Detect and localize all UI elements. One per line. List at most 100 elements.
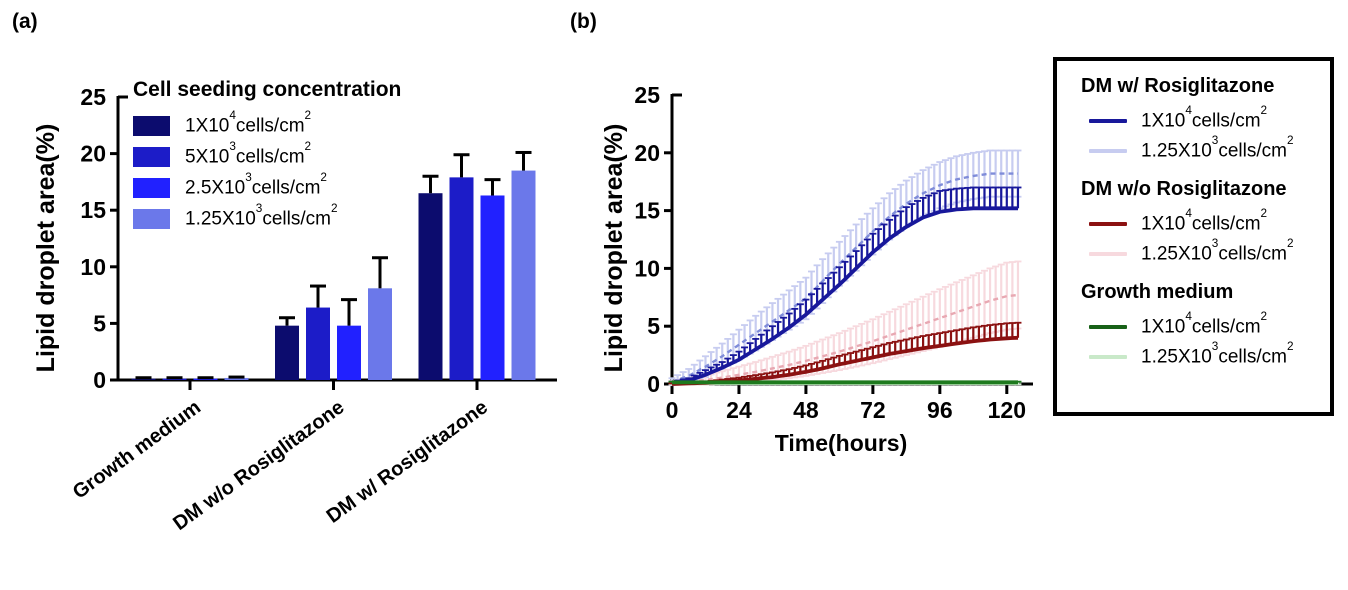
bar-series-2 — [193, 178, 505, 380]
panel-b-legend-box: DM w/ Rosiglitazone 1X104cells/cm2 1.25X10… — [1053, 57, 1334, 416]
panel-a-y-tick-label: 0 — [93, 367, 106, 393]
panel-b-y-tick-label: 20 — [634, 140, 660, 166]
error-bar — [166, 376, 183, 380]
panel-b-x-tick-label: 48 — [793, 397, 819, 423]
bar — [368, 288, 392, 380]
legend-line-swatch — [1089, 222, 1127, 226]
panel-a-category-label: Growth medium — [69, 396, 205, 503]
panel-b-legend-group-0: DM w/ Rosiglitazone 1X104cells/cm2 1.25X10… — [1081, 75, 1322, 166]
panel-b-legend-group-title: Growth medium — [1081, 281, 1234, 303]
panel-b-x-tick-label: 96 — [927, 397, 953, 423]
bar — [449, 177, 474, 380]
panel-a-y-tick-label: 10 — [80, 254, 106, 280]
bar — [480, 195, 505, 380]
legend-item-label: 1X104cells/cm2 — [1141, 207, 1268, 235]
panel-a-bars — [131, 150, 536, 380]
panel-a-y-ticks: 0 5 10 15 20 25 — [80, 84, 118, 393]
error-bar — [228, 375, 245, 379]
panel-b-x-ticks: 0 24 48 72 96 120 — [666, 384, 1026, 423]
bar — [131, 378, 156, 380]
legend-line-swatch — [1089, 325, 1127, 329]
error-bar — [279, 316, 295, 326]
panel-a-legend: Cell seeding concentration 1X104cells/cm… — [133, 78, 401, 240]
series-mean-line — [671, 293, 1019, 384]
panel-a-legend-title: Cell seeding concentration — [133, 78, 402, 101]
error-bar — [197, 376, 214, 380]
legend-color-swatch — [133, 178, 170, 198]
panel-b-legend-item-1-0: 1X104cells/cm2 — [1081, 207, 1322, 239]
legend-item-label: 1X104cells/cm2 — [1141, 104, 1268, 132]
bar — [337, 325, 361, 380]
error-bar — [372, 256, 388, 289]
legend-line-swatch — [1089, 355, 1127, 359]
panel-b-line-chart: 0 5 10 15 20 25 0 24 48 72 96 120 — [634, 82, 1033, 423]
legend-item-label: 1.25X103cells/cm2 — [1141, 237, 1294, 265]
panel-a-y-tick-label: 25 — [80, 84, 106, 110]
panel-b-y-tick-label: 10 — [634, 255, 660, 281]
panel-a-y-tick-label: 15 — [80, 197, 106, 223]
panel-b-x-axis-title: Time(hours) — [774, 430, 908, 456]
bar — [511, 170, 536, 380]
panel-b-legend-item-0-1: 1.25X103cells/cm2 — [1081, 134, 1322, 166]
bar — [418, 193, 443, 380]
panel-a-y-tick-label: 5 — [93, 310, 106, 336]
bar-series-3 — [224, 150, 536, 380]
legend-item-label: 1.25X103cells/cm2 — [185, 202, 338, 230]
error-bar — [341, 298, 357, 326]
panel-b-y-tick-label: 25 — [634, 82, 660, 108]
legend-item-label: 1.25X103cells/cm2 — [1141, 134, 1294, 162]
error-bar — [310, 284, 326, 308]
panel-a-legend-item-3: 1.25X103cells/cm2 — [133, 202, 401, 230]
panel-a-y-tick-label: 20 — [80, 141, 106, 167]
panel-b-x-tick-label: 24 — [726, 397, 752, 423]
error-bar — [515, 150, 532, 171]
bar — [306, 307, 330, 380]
panel-a-legend-item-1: 5X103cells/cm2 — [133, 140, 401, 168]
legend-line-swatch — [1089, 149, 1127, 153]
panel-a-legend-item-0: 1X104cells/cm2 — [133, 109, 401, 137]
panel-a-y-axis-title: Lipid droplet area(%) — [32, 123, 60, 373]
legend-item-label: 5X103cells/cm2 — [185, 140, 312, 168]
panel-b-legend-group-1: DM w/o Rosiglitazone 1X104cells/cm2 1.25X1… — [1081, 178, 1322, 269]
panel-b-legend-item-0-0: 1X104cells/cm2 — [1081, 104, 1322, 136]
legend-item-label: 1X104cells/cm2 — [185, 109, 312, 137]
panel-b-y-tick-label: 5 — [647, 313, 660, 339]
panel-b-label: (b) — [570, 10, 597, 33]
panel-b-y-axis-title: Lipid droplet area(%) — [600, 123, 628, 373]
legend-line-swatch — [1089, 252, 1127, 256]
panel-b-x-tick-label: 72 — [860, 397, 886, 423]
panel-a-legend-item-2: 2.5X103cells/cm2 — [133, 171, 401, 199]
panel-b-legend-group-title: DM w/ Rosiglitazone — [1081, 75, 1275, 97]
panel-b-legend-item-1-1: 1.25X103cells/cm2 — [1081, 237, 1322, 269]
legend-item-label: 2.5X103cells/cm2 — [185, 171, 327, 199]
bar — [193, 378, 218, 380]
bar — [162, 378, 187, 380]
legend-line-swatch — [1089, 119, 1127, 123]
panel-b-legend-item-2-0: 1X104cells/cm2 — [1081, 310, 1322, 342]
error-bar — [422, 174, 439, 194]
bar-series-1 — [162, 153, 474, 380]
legend-color-swatch — [133, 209, 170, 229]
legend-color-swatch — [133, 116, 170, 136]
bar-series-0 — [131, 174, 443, 380]
legend-color-swatch — [133, 147, 170, 167]
panel-a-category-label: DM w/ Rosiglitazone — [323, 396, 492, 527]
panel-b-y-ticks: 0 5 10 15 20 25 — [634, 82, 672, 397]
panel-b-legend-group-2: Growth medium 1X104cells/cm2 1.25X103cells… — [1081, 281, 1322, 372]
error-bar — [135, 376, 152, 380]
panel-b-x-tick-label: 120 — [988, 397, 1026, 423]
panel-b-y-tick-label: 0 — [647, 371, 660, 397]
error-bar — [453, 153, 470, 178]
panel-b-legend-group-title: DM w/o Rosiglitazone — [1081, 178, 1287, 200]
bar — [275, 325, 299, 380]
error-bar — [484, 178, 501, 196]
panel-b-y-tick-label: 15 — [634, 198, 660, 224]
series-growth-1e4 — [668, 380, 1022, 385]
legend-item-label: 1X104cells/cm2 — [1141, 310, 1268, 338]
panel-a-legend-rows: 1X104cells/cm2 5X103cells/cm2 2.5X103cells… — [133, 109, 401, 230]
panel-b-x-tick-label: 0 — [666, 397, 679, 423]
series-mean-line — [671, 206, 1018, 385]
bar — [224, 377, 249, 380]
